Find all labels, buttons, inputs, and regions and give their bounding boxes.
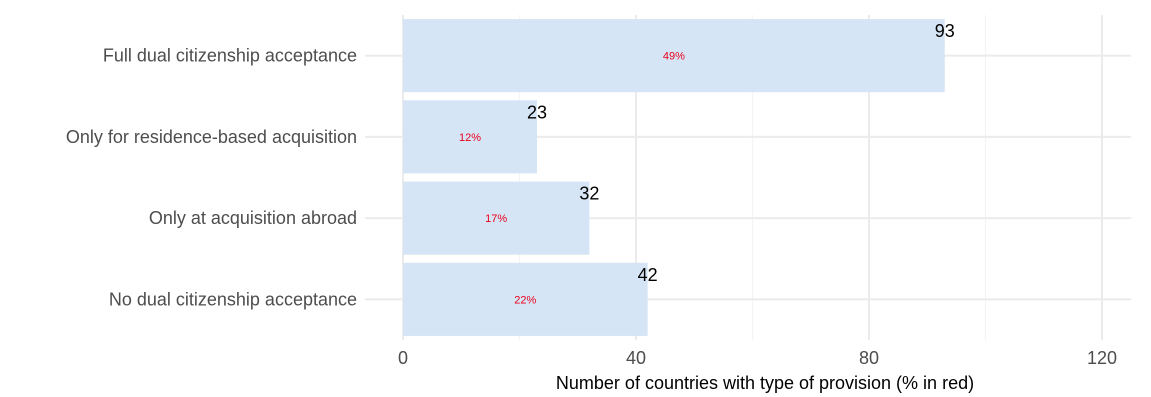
category-axis-labels: Full dual citizenship acceptance Only for… — [66, 46, 357, 310]
x-axis-tick-labels: 0 40 80 120 — [398, 348, 1117, 368]
bar-percent-label: 49% — [663, 51, 685, 63]
x-tick-label: 120 — [1087, 348, 1117, 368]
category-label: Only at acquisition abroad — [149, 208, 357, 228]
x-axis-title: Number of countries with type of provisi… — [556, 373, 974, 393]
bar-value-label: 42 — [638, 265, 658, 285]
bar — [403, 262, 648, 336]
bar-percent-label: 12% — [459, 132, 481, 144]
bar-percent-label: 22% — [514, 294, 536, 306]
category-label: Only for residence-based acquisition — [66, 127, 357, 147]
bars — [403, 19, 945, 336]
bar — [403, 19, 945, 93]
bar-value-label: 32 — [579, 184, 599, 204]
category-label: No dual citizenship acceptance — [109, 289, 357, 309]
bar-value-label: 23 — [527, 102, 547, 122]
x-tick-label: 80 — [859, 348, 879, 368]
x-tick-label: 0 — [398, 348, 408, 368]
category-label: Full dual citizenship acceptance — [103, 46, 357, 66]
bar — [403, 100, 537, 174]
x-tick-label: 40 — [626, 348, 646, 368]
bar — [403, 181, 590, 255]
data-labels: 93 49% 23 12% 32 17% 42 22% — [459, 21, 955, 306]
bar-percent-label: 17% — [485, 213, 507, 225]
bar-value-label: 93 — [935, 21, 955, 41]
